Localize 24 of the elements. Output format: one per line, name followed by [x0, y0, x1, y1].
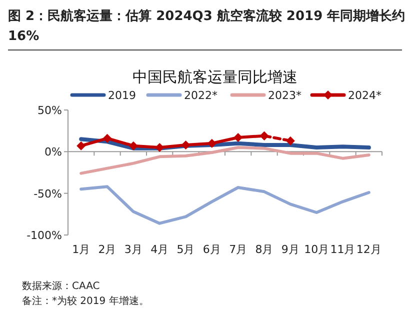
x-tick-label: 11月 — [330, 243, 356, 256]
x-tick-label: 2月 — [98, 243, 116, 256]
chart-subtitle: 中国民航客运量同比增速 — [132, 68, 298, 86]
chart-title: 图 2：民航客运量：估算 2024Q3 航空客流较 2019 年同期增长约 16% — [8, 8, 406, 44]
y-tick-label: -50% — [34, 187, 62, 200]
x-tick-label: 3月 — [124, 243, 142, 256]
y-tick-label: 50% — [38, 104, 62, 117]
y-tick-label: 0% — [44, 146, 62, 159]
x-tick-label: 12月 — [356, 243, 382, 256]
x-tick-label: 9月 — [281, 243, 300, 256]
y-tick-label: -100% — [26, 229, 62, 242]
source-note: 数据来源：CAAC — [22, 280, 100, 292]
legend-label: 2024* — [348, 89, 382, 102]
legend-label: 2022* — [184, 89, 218, 102]
x-tick-label: 8月 — [255, 243, 274, 256]
legend-label: 2023* — [268, 89, 302, 102]
x-tick-label: 1月 — [72, 243, 90, 256]
text: 备注：*为较 2019 年增速。 — [22, 295, 149, 307]
x-tick-label: 7月 — [229, 243, 248, 256]
x-tick-label: 6月 — [202, 243, 221, 256]
x-tick-label: 5月 — [176, 243, 195, 256]
x-tick-label: 4月 — [150, 243, 169, 256]
legend-label: 2019 — [108, 89, 136, 102]
x-tick-label: 10月 — [304, 243, 330, 256]
